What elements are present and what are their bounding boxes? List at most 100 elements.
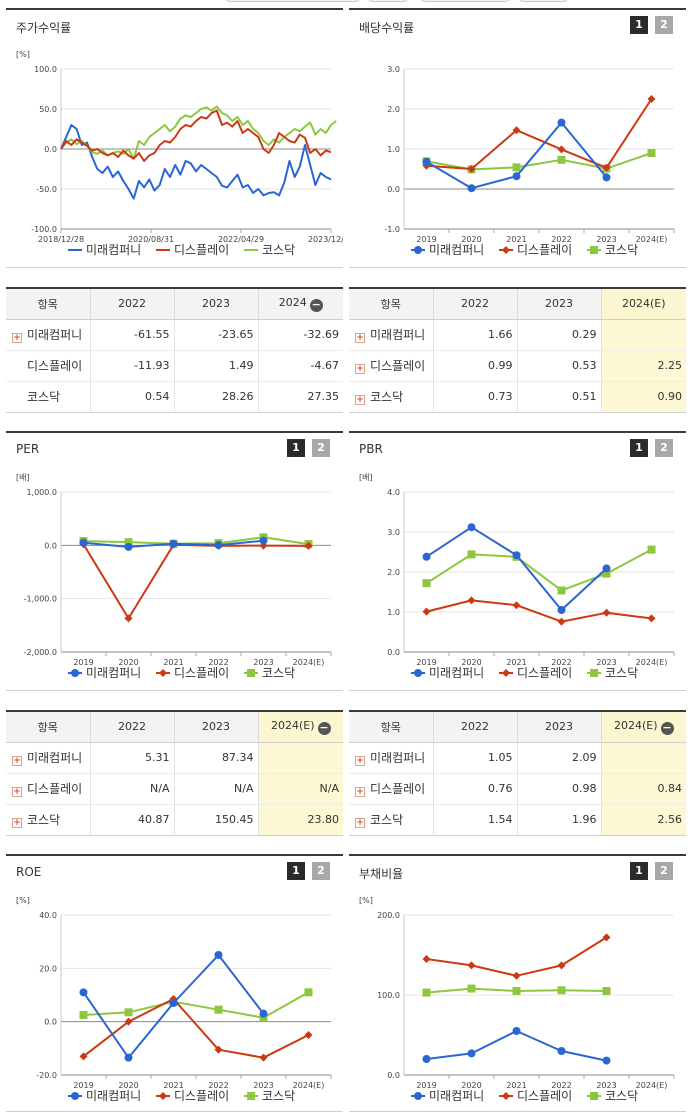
data-point-diamond bbox=[304, 1031, 313, 1039]
data-point-circle bbox=[259, 536, 268, 545]
page-1-button[interactable]: 1 bbox=[287, 439, 305, 457]
data-point-square bbox=[557, 586, 566, 595]
collapse-icon[interactable]: − bbox=[317, 720, 331, 735]
y-tick-label: 100.0 bbox=[34, 65, 57, 74]
pbr-table: 항목 2022 2023 2024(E) − + 미래컴퍼니 1.05 2.09 +… bbox=[349, 710, 686, 836]
x-tick-label: 2021 bbox=[163, 1081, 183, 1090]
collapse-icon[interactable]: − bbox=[309, 297, 323, 312]
debt-ratio-chart: [%] 200.0 100.0 0.0 2019 2020 2021 2022 2023 2024… bbox=[359, 896, 675, 1103]
expand-icon[interactable]: + bbox=[355, 395, 365, 405]
data-point-circle bbox=[602, 1056, 611, 1065]
expand-icon[interactable]: + bbox=[355, 364, 365, 374]
page-2-button[interactable]: 2 bbox=[312, 439, 330, 457]
page-1-button[interactable]: 1 bbox=[630, 862, 648, 880]
dividend-table: 항목 2022 2023 2024(E) + 미래컴퍼니 1.66 0.29 + 디… bbox=[349, 287, 686, 413]
cell: 28.26 bbox=[173, 380, 258, 412]
col-header: 항목 bbox=[349, 711, 433, 743]
data-point-square bbox=[512, 987, 521, 995]
data-point-diamond bbox=[159, 669, 167, 677]
series-line bbox=[425, 548, 652, 592]
data-point-circle bbox=[512, 551, 521, 560]
per-panel: PER 1 2 [배] 1,000.0 0.0 -1,000.0 -2,000.0 201… bbox=[6, 431, 343, 691]
row-name: 디스플레이 bbox=[27, 359, 83, 373]
page-1-button[interactable]: 1 bbox=[287, 862, 305, 880]
expand-icon[interactable]: + bbox=[12, 818, 22, 828]
expand-icon[interactable]: + bbox=[355, 818, 365, 828]
data-point-circle bbox=[602, 173, 611, 182]
data-point-square bbox=[467, 984, 476, 993]
page-2-button[interactable]: 2 bbox=[655, 439, 673, 457]
expand-icon[interactable]: + bbox=[12, 756, 22, 766]
row-label: + 미래컴퍼니 bbox=[349, 318, 433, 350]
y-tick-label: -2,000.0 bbox=[24, 648, 57, 657]
y-tick-label: -1.0 bbox=[384, 225, 400, 234]
roe-chart: [%] 40.0 20.0 0.0 -20.0 2019 2020 2021 2022 2023 2… bbox=[16, 896, 332, 1103]
x-tick-label: 2022 bbox=[551, 658, 571, 667]
series-line bbox=[83, 536, 309, 546]
y-axis-unit-label: [배] bbox=[16, 473, 30, 482]
page-2-button[interactable]: 2 bbox=[312, 862, 330, 880]
pbr-chart: [배] 4.0 3.0 2.0 1.0 0.0 2019 2020 2021 2022 2023 20… bbox=[359, 473, 675, 680]
cell: -23.65 bbox=[173, 318, 258, 350]
table-header-row: 항목 2022 2023 2024− bbox=[6, 288, 343, 320]
y-tick-label: 1,000.0 bbox=[26, 488, 57, 497]
expand-icon[interactable]: + bbox=[12, 333, 22, 343]
row-name: 디스플레이 bbox=[27, 782, 83, 796]
cell: N/A bbox=[173, 772, 258, 804]
legend-label: 미래컴퍼니 bbox=[86, 1089, 141, 1103]
cell bbox=[257, 741, 343, 773]
data-point-square bbox=[214, 1005, 223, 1014]
row-name: 미래컴퍼니 bbox=[27, 751, 83, 765]
page-1-button[interactable]: 1 bbox=[630, 16, 648, 34]
cell: -32.69 bbox=[257, 318, 343, 350]
panel-title: PER bbox=[16, 442, 40, 456]
roe-panel: ROE 1 2 [%] 40.0 20.0 0.0 -20.0 2019 2020 2021 2… bbox=[6, 854, 343, 1112]
y-tick-label: 2.0 bbox=[387, 568, 400, 577]
row-name: 미래컴퍼니 bbox=[370, 751, 426, 765]
data-point-square bbox=[590, 1092, 598, 1100]
data-point-diamond bbox=[557, 145, 566, 154]
data-point-diamond bbox=[124, 1017, 133, 1026]
page-1-button[interactable]: 1 bbox=[630, 439, 648, 457]
row-name: 디스플레이 bbox=[370, 359, 426, 373]
top-tab[interactable] bbox=[225, 0, 360, 2]
data-point-diamond bbox=[512, 971, 521, 980]
series-line bbox=[82, 543, 309, 620]
collapse-icon[interactable]: − bbox=[660, 720, 674, 735]
data-point-circle bbox=[214, 951, 223, 959]
x-tick-label: 2024(E) bbox=[636, 658, 668, 667]
pbr-panel: PBR 1 2 [배] 4.0 3.0 2.0 1.0 0.0 2019 2020 2021 20… bbox=[349, 431, 686, 691]
data-point-circle bbox=[467, 1049, 476, 1058]
page-2-button[interactable]: 2 bbox=[655, 862, 673, 880]
data-point-circle bbox=[214, 541, 223, 550]
expand-icon[interactable]: + bbox=[355, 756, 365, 766]
series-line bbox=[60, 109, 332, 162]
panel-title: 주가수익률 bbox=[16, 21, 72, 35]
cell: 150.45 bbox=[173, 803, 258, 835]
expand-icon[interactable]: + bbox=[12, 787, 22, 797]
top-tab[interactable] bbox=[368, 0, 408, 2]
y-tick-label: -50.0 bbox=[36, 185, 57, 194]
y-tick-label: -100.0 bbox=[31, 225, 57, 234]
x-tick-label: 2023 bbox=[596, 235, 616, 244]
top-tab[interactable] bbox=[518, 0, 568, 2]
expand-icon[interactable]: + bbox=[355, 787, 365, 797]
cell: 1.49 bbox=[173, 349, 258, 381]
table-header-row: 항목 2022 2023 2024(E) − bbox=[6, 711, 343, 743]
data-point-square bbox=[557, 986, 566, 995]
col-header-2024e: 2024(E) − bbox=[600, 711, 686, 743]
x-tick-label: 2022 bbox=[551, 1081, 571, 1090]
x-tick-label: 2023 bbox=[596, 1081, 616, 1090]
data-point-circle bbox=[422, 552, 431, 561]
data-point-square bbox=[247, 669, 255, 677]
cell: -61.55 bbox=[89, 318, 174, 350]
page-2-button[interactable]: 2 bbox=[655, 16, 673, 34]
x-tick-label: 2020/08/31 bbox=[128, 235, 174, 244]
expand-icon[interactable]: + bbox=[355, 333, 365, 343]
row-label: 코스닥 bbox=[6, 380, 90, 412]
cell: 1.96 bbox=[516, 803, 601, 835]
legend-label: 코스닥 bbox=[605, 243, 638, 257]
data-point-diamond bbox=[259, 1053, 268, 1062]
top-tab[interactable] bbox=[420, 0, 510, 2]
row-label: + 디스플레이 bbox=[349, 349, 433, 381]
